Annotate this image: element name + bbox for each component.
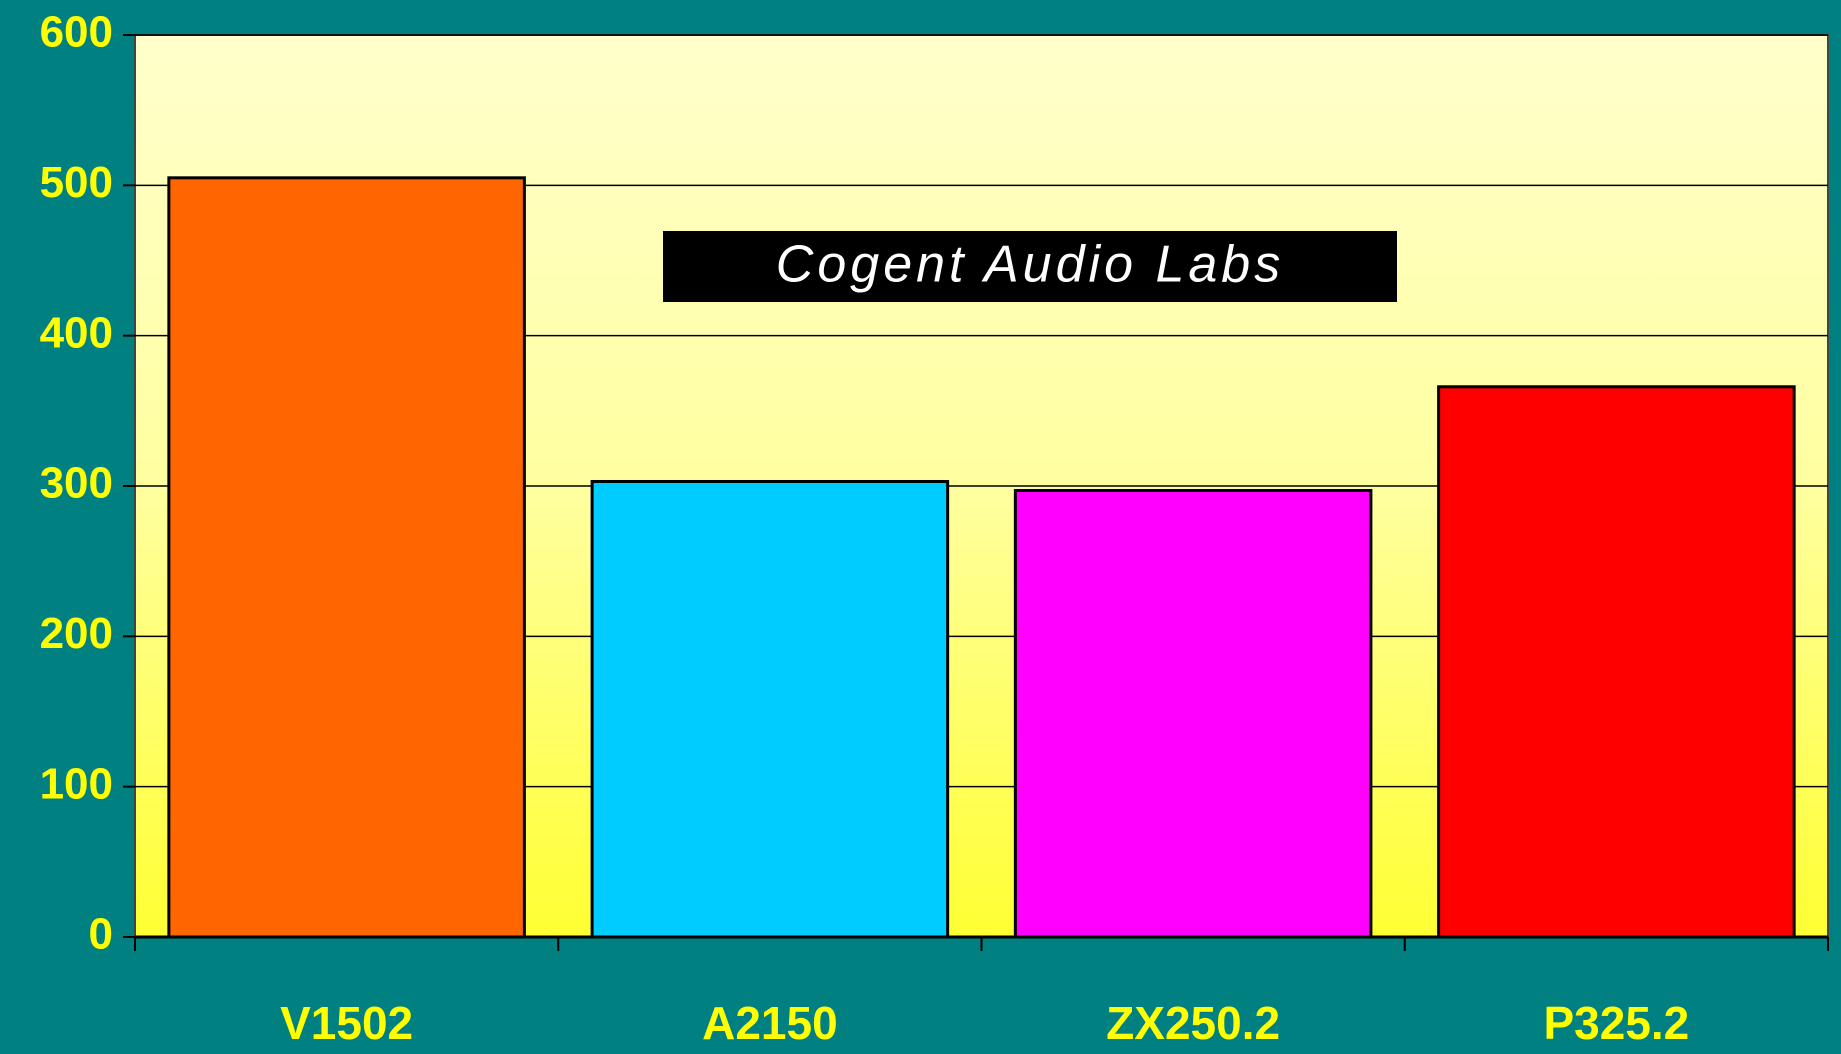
x-tick-label: V1502 bbox=[280, 997, 413, 1049]
bar bbox=[1437, 385, 1796, 939]
x-tick-label: ZX250.2 bbox=[1106, 997, 1280, 1049]
y-tick-label: 0 bbox=[89, 910, 113, 959]
bar bbox=[590, 479, 950, 939]
y-tick-label: 600 bbox=[40, 8, 113, 57]
bar bbox=[167, 176, 526, 939]
y-tick-label: 300 bbox=[40, 459, 113, 508]
x-tick-label: A2150 bbox=[702, 997, 838, 1049]
bar bbox=[1013, 489, 1373, 939]
annotation: Cogent Audio Labs bbox=[776, 236, 1284, 294]
y-tick-label: 100 bbox=[40, 759, 113, 808]
y-tick-label: 400 bbox=[40, 308, 113, 357]
x-tick-label: P325.2 bbox=[1543, 997, 1689, 1049]
y-tick-label: 200 bbox=[40, 609, 113, 658]
annotation-box bbox=[663, 231, 1397, 302]
y-tick-label: 500 bbox=[40, 158, 113, 207]
